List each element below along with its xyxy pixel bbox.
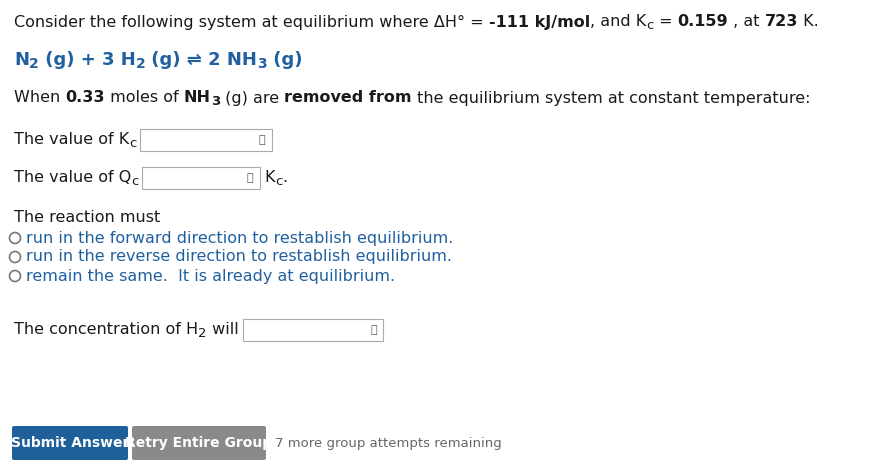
Circle shape — [10, 271, 20, 281]
Text: c: c — [275, 175, 282, 188]
Text: c: c — [132, 175, 139, 188]
Text: run in the forward direction to restablish equilibrium.: run in the forward direction to restabli… — [26, 231, 453, 246]
Text: ⌵: ⌵ — [259, 135, 265, 145]
FancyBboxPatch shape — [141, 167, 260, 189]
Text: (g) + 3 H: (g) + 3 H — [39, 51, 136, 69]
Text: 0.159: 0.159 — [677, 15, 728, 29]
Text: Submit Answer: Submit Answer — [11, 436, 129, 450]
Text: NH: NH — [183, 90, 210, 105]
FancyBboxPatch shape — [244, 319, 383, 341]
Text: (g): (g) — [267, 51, 303, 69]
Text: -111 kJ/mol: -111 kJ/mol — [488, 15, 590, 29]
Text: c: c — [129, 137, 137, 150]
Text: 0.33: 0.33 — [66, 90, 105, 105]
Text: K: K — [265, 170, 275, 185]
Text: K.: K. — [798, 15, 819, 29]
Text: The concentration of H: The concentration of H — [14, 322, 198, 337]
Text: moles of: moles of — [105, 90, 183, 105]
Text: will: will — [207, 322, 239, 337]
Text: ⌵: ⌵ — [370, 325, 377, 335]
Text: When: When — [14, 90, 66, 105]
Text: 723: 723 — [765, 15, 798, 29]
Text: ⌵: ⌵ — [246, 173, 253, 183]
Text: c: c — [646, 19, 653, 32]
Text: The value of Q: The value of Q — [14, 170, 132, 185]
Text: 2: 2 — [198, 327, 207, 340]
Text: the equilibrium system at constant temperature:: the equilibrium system at constant tempe… — [411, 90, 810, 105]
Circle shape — [10, 233, 20, 243]
Text: =: = — [653, 15, 677, 29]
Text: Consider the following system at equilibrium where ΔH° =: Consider the following system at equilib… — [14, 15, 488, 29]
FancyBboxPatch shape — [139, 129, 272, 151]
FancyBboxPatch shape — [12, 426, 128, 460]
Text: 2: 2 — [29, 57, 39, 71]
Text: remain the same.  It is already at equilibrium.: remain the same. It is already at equili… — [26, 269, 396, 284]
Text: Retry Entire Group: Retry Entire Group — [125, 436, 273, 450]
Text: , at: , at — [728, 15, 765, 29]
FancyBboxPatch shape — [132, 426, 266, 460]
Text: N: N — [14, 51, 29, 69]
Text: (g) are: (g) are — [220, 90, 284, 105]
Text: The value of K: The value of K — [14, 132, 129, 147]
Text: 3: 3 — [210, 95, 220, 108]
Text: The reaction must: The reaction must — [14, 211, 160, 226]
Circle shape — [10, 251, 20, 263]
Text: 2: 2 — [136, 57, 146, 71]
Text: 3: 3 — [257, 57, 267, 71]
Text: 7 more group attempts remaining: 7 more group attempts remaining — [275, 437, 502, 449]
Text: removed from: removed from — [284, 90, 411, 105]
Text: .: . — [282, 170, 288, 185]
Text: , and K: , and K — [590, 15, 646, 29]
Text: run in the reverse direction to restablish equilibrium.: run in the reverse direction to restabli… — [26, 249, 452, 264]
Text: (g) ⇌ 2 NH: (g) ⇌ 2 NH — [146, 51, 257, 69]
